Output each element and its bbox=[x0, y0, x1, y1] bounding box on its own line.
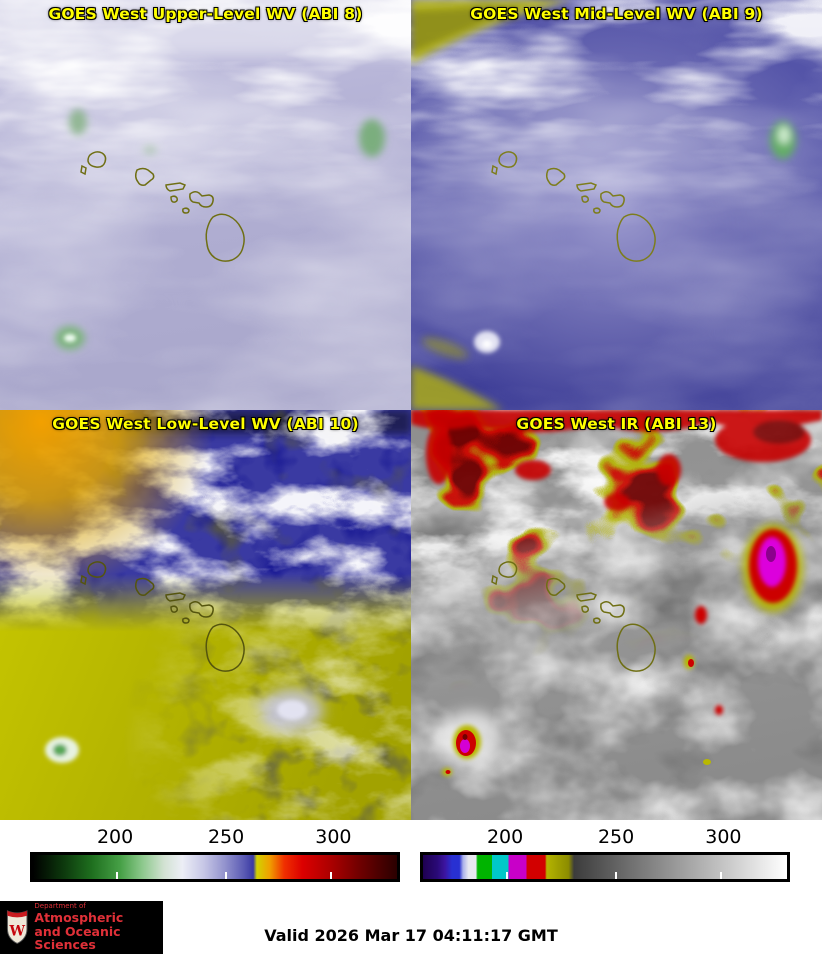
uw-crest-icon: W bbox=[6, 909, 28, 944]
tick-label: 200 bbox=[96, 826, 134, 848]
valid-time: Valid 2026 Mar 17 04:11:17 GMT bbox=[264, 926, 558, 945]
panel-low-wv: GOES West Low-Level WV (ABI 10) bbox=[0, 410, 411, 820]
tick-label: 300 bbox=[705, 826, 742, 848]
satellite-image-ir[interactable] bbox=[411, 410, 822, 820]
panel-title: GOES West Mid-Level WV (ABI 9) bbox=[470, 5, 763, 23]
colorbar-tick-mark bbox=[224, 872, 227, 879]
logo-line-department: Department of bbox=[34, 902, 86, 911]
colorbar-wv-ticks: 200 250 300 bbox=[30, 824, 400, 852]
panel-mid-wv: GOES West Mid-Level WV (ABI 9) bbox=[411, 0, 822, 410]
tick-label: 300 bbox=[315, 826, 352, 848]
panel-title: GOES West Upper-Level WV (ABI 8) bbox=[48, 5, 363, 23]
satellite-image-upper-wv[interactable] bbox=[0, 0, 411, 410]
logo-line-oceanic: and Oceanic Sciences bbox=[34, 923, 121, 953]
panel-title: GOES West Low-Level WV (ABI 10) bbox=[52, 415, 359, 433]
ir-small-cells bbox=[684, 606, 723, 765]
colorbar-tick-mark bbox=[614, 872, 617, 879]
colorbar-tick-mark bbox=[505, 872, 508, 879]
colorbar-ir: 200 250 300 bbox=[420, 824, 790, 890]
satellite-image-low-wv[interactable] bbox=[0, 410, 411, 820]
logo-text: Department of Atmospheric and Oceanic Sc… bbox=[34, 903, 158, 951]
colorbar-tick-mark bbox=[720, 872, 723, 879]
panel-grid: GOES West Upper-Level WV (ABI 8) bbox=[0, 0, 822, 820]
tick-label: 250 bbox=[207, 826, 245, 848]
ir-cold-cell-southwest bbox=[442, 725, 481, 776]
footer: W Department of Atmospheric and Oceanic … bbox=[0, 892, 822, 954]
ir-cold-cell-right bbox=[743, 524, 803, 612]
colorbar-tick-mark bbox=[330, 872, 333, 879]
logo-line-atmospheric: Atmospheric bbox=[34, 910, 124, 926]
colorbar-ir-gradient bbox=[420, 852, 790, 882]
panel-title: GOES West IR (ABI 13) bbox=[516, 415, 717, 433]
panel-ir: GOES West IR (ABI 13) bbox=[411, 410, 822, 820]
tick-label: 200 bbox=[486, 826, 524, 848]
colorbar-wv: 200 250 300 bbox=[30, 824, 400, 890]
uw-aos-logo: W Department of Atmospheric and Oceanic … bbox=[0, 901, 163, 954]
colorbar-row: 200 250 300 200 250 300 bbox=[0, 820, 822, 894]
colorbar-tick-mark bbox=[115, 872, 118, 879]
panel-upper-wv: GOES West Upper-Level WV (ABI 8) bbox=[0, 0, 411, 410]
colorbar-ir-ticks: 200 250 300 bbox=[420, 824, 790, 852]
tick-label: 250 bbox=[597, 826, 635, 848]
crest-letter: W bbox=[8, 923, 25, 939]
satellite-image-mid-wv[interactable] bbox=[411, 0, 822, 410]
colorbar-wv-gradient bbox=[30, 852, 400, 882]
